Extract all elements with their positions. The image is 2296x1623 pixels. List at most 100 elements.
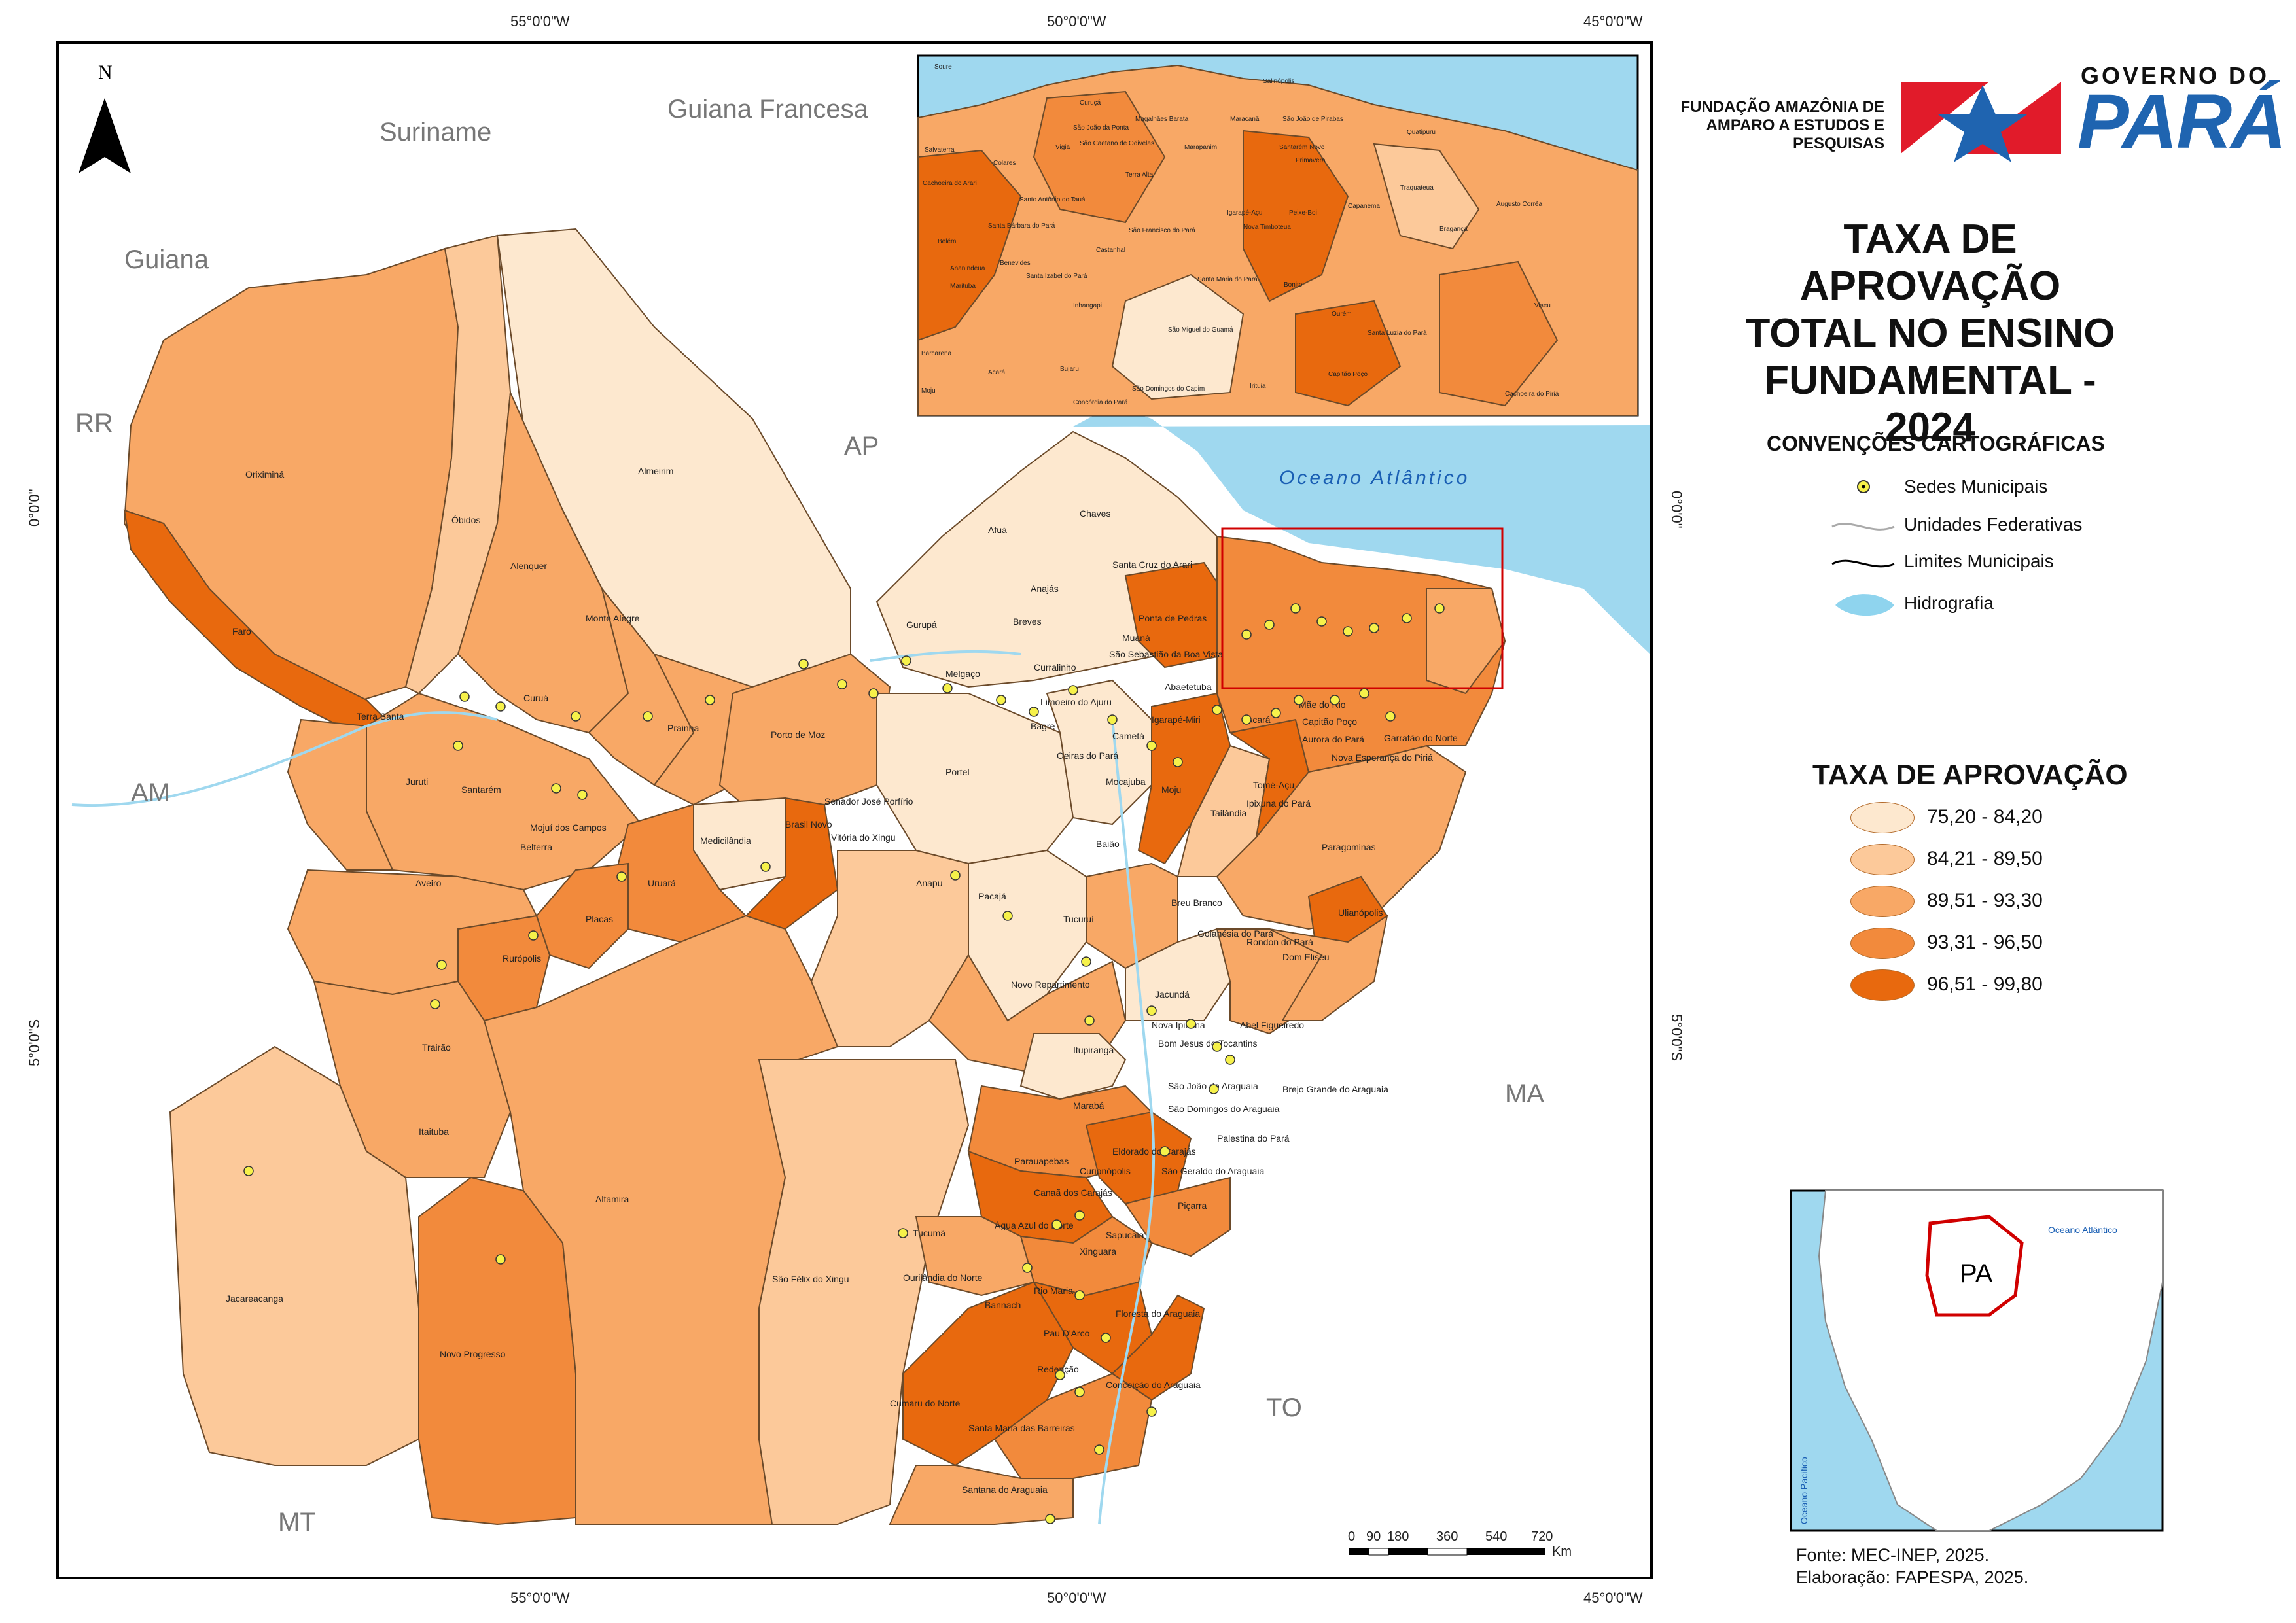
region-portodemoz — [718, 653, 891, 819]
municipality-label: Paragominas — [1322, 842, 1376, 852]
star-icon — [1938, 85, 2027, 162]
municipality-label: Aveiro — [415, 878, 442, 888]
inset-municipality-label: Inhangapi — [1073, 302, 1102, 309]
municipality-label: Almeirim — [638, 466, 673, 476]
municipal-seat-icon — [551, 783, 561, 794]
coord-bottom-3: 45°0'0"W — [1583, 1590, 1643, 1606]
municipal-seat-icon — [1385, 711, 1396, 722]
municipal-seat-icon — [1402, 613, 1412, 623]
scale-tick: 360 — [1436, 1529, 1458, 1544]
scale-tick: 90 — [1366, 1529, 1381, 1544]
municipality-label: Goianésia do Pará — [1197, 928, 1273, 939]
municipality-label: Breves — [1013, 616, 1042, 627]
north-arrow-icon — [79, 98, 131, 173]
label-ocean: Oceano Atlântico — [1279, 467, 1470, 489]
inset-municipality-label: Bragança — [1439, 226, 1468, 233]
municipality-label: Parauapebas — [1014, 1156, 1069, 1166]
municipality-label: Oriximiná — [245, 469, 284, 480]
municipal-seat-icon — [571, 711, 581, 722]
municipality-label: Conceição do Araguaia — [1106, 1380, 1201, 1390]
municipality-label: Aurora do Pará — [1302, 734, 1364, 744]
municipality-label: Floresta do Araguaia — [1116, 1308, 1200, 1319]
municipality-label: Prainha — [667, 723, 699, 733]
municipal-seat-icon — [1173, 757, 1183, 767]
inset-municipality-label: Santa Maria do Pará — [1197, 276, 1258, 283]
brazil-locator-inset — [1790, 1189, 2164, 1532]
rate-swatch — [1850, 844, 1915, 875]
label-mt: MT — [278, 1508, 316, 1537]
municipal-seat-icon — [459, 691, 470, 702]
municipality-label: Santana do Araguaia — [962, 1484, 1048, 1495]
region-alenquer — [457, 390, 629, 734]
municipality-label: Acará — [1246, 714, 1271, 725]
municipality-label: Breu Branco — [1171, 898, 1222, 908]
municipality-label: Moju — [1161, 784, 1181, 795]
source-line: Fonte: MEC-INEP, 2025. — [1796, 1545, 1990, 1565]
municipality-label: Alenquer — [510, 561, 547, 571]
inset-municipality-label: São Miguel do Guamá — [1168, 326, 1233, 334]
brazil-inset-pa: PA — [1960, 1259, 1993, 1288]
region-aveiro — [287, 869, 538, 996]
municipal-seat-icon — [1212, 1041, 1222, 1052]
municipal-seat-icon — [1159, 1146, 1170, 1157]
fapespa-line: AMPARO A ESTUDOS E — [1706, 116, 1884, 134]
municipality-label: Piçarra — [1178, 1200, 1207, 1211]
label-guiana-francesa: Guiana Francesa — [667, 95, 869, 124]
para-municipalities — [123, 228, 1506, 1526]
municipal-seat-icon — [1002, 911, 1013, 921]
scale-ticks: 0 90 180 360 540 720 Km — [1348, 1529, 1572, 1559]
sede-symbol-dot — [1862, 485, 1865, 489]
municipality-label: São Félix do Xingu — [772, 1274, 849, 1284]
region-juruti — [287, 718, 394, 871]
municipality-label: Cumaru do Norte — [890, 1398, 961, 1408]
region-cameta — [1046, 679, 1152, 826]
municipal-seat-icon — [1055, 1370, 1065, 1380]
municipality-label: Chaves — [1080, 508, 1110, 519]
inset-municipality-label: Marapanim — [1184, 144, 1217, 151]
scale-tick: 540 — [1485, 1529, 1507, 1544]
source-text: Fonte: MEC-INEP, 2025. Elaboração: FAPES… — [1796, 1544, 2028, 1588]
municipal-seat-icon — [868, 688, 879, 699]
municipality-label: Tucumã — [913, 1228, 945, 1238]
municipal-seat-icon — [942, 683, 953, 693]
municipality-label: Cametá — [1112, 731, 1144, 741]
municipality-label: Uruará — [648, 878, 676, 888]
label-ma: MA — [1505, 1079, 1544, 1108]
municipality-label: Curralinho — [1034, 662, 1076, 672]
municipality-label: Monte Alegre — [586, 613, 640, 623]
legend-sedes-label: Sedes Municipais — [1904, 476, 2048, 497]
inset-municipality-label: Igarapé-Açu — [1227, 209, 1262, 217]
municipal-seat-icon — [243, 1166, 254, 1176]
rate-label: 75,20 - 84,20 — [1927, 806, 2043, 828]
inset-municipality-label: Primavera — [1296, 157, 1326, 164]
legend-sedes: Sedes Municipais — [1904, 474, 2047, 500]
inset-municipality-label: Benevides — [1000, 260, 1031, 267]
brazil-inset-atlantic: Oceano Atlântico — [2048, 1225, 2117, 1235]
scale-tick: 180 — [1387, 1529, 1409, 1544]
region-domeliseu — [1269, 914, 1388, 1021]
scale-tick: 0 — [1348, 1529, 1355, 1544]
inset-municipality-label: São Francisco do Pará — [1129, 227, 1195, 234]
municipality-label: Afuá — [988, 525, 1007, 535]
municipality-label: Senador José Porfírio — [824, 796, 913, 807]
rate-swatch — [1850, 969, 1915, 1001]
inset-municipality-label: Salinópolis — [1263, 78, 1294, 85]
municipal-seat-icon — [1225, 1055, 1235, 1065]
municipality-label: Santa Maria das Barreiras — [968, 1423, 1075, 1433]
inset-municipality-label: Cachoeira do Arari — [923, 180, 977, 187]
fapespa-logo-text: FUNDAÇÃO AMAZÔNIA DE AMPARO A ESTUDOS E … — [1675, 98, 1884, 153]
municipal-seat-icon — [705, 695, 715, 705]
inset-municipality-label: Bonito — [1284, 281, 1303, 288]
label-suriname: Suriname — [380, 118, 491, 147]
scale-unit: Km — [1552, 1544, 1572, 1559]
inset-municipality-label: Salvaterra — [925, 147, 955, 154]
municipality-label: Ipixuna do Pará — [1246, 798, 1311, 809]
scale-bar — [1349, 1548, 1545, 1556]
municipality-label: Placas — [586, 914, 613, 924]
municipality-label: Jacareacanga — [226, 1293, 283, 1304]
rate-label: 84,21 - 89,50 — [1927, 848, 2043, 869]
inset-municipality-label: Nova Timboteua — [1243, 224, 1291, 231]
municipal-seat-icon — [495, 701, 506, 712]
municipal-seat-icon — [1074, 1210, 1085, 1221]
